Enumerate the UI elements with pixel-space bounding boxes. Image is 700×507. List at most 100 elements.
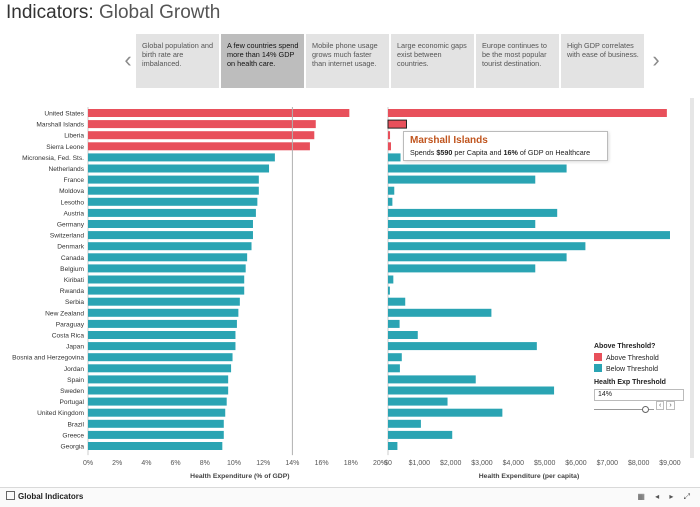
tooltip-prefix: Spends — [410, 148, 437, 157]
per-capita-bar — [388, 442, 398, 450]
category-label: Switzerland — [50, 233, 84, 240]
tooltip-title: Marshall Islands — [410, 135, 488, 146]
x-tick-label-pct: 14% — [285, 460, 299, 467]
x-tick-label-capita: $0 — [384, 460, 392, 467]
x-tick-label-capita: $2,000 — [440, 460, 462, 467]
pct-gdp-bar — [88, 430, 224, 439]
per-capita-bar — [388, 164, 567, 173]
x-tick-label-pct: 2% — [112, 460, 122, 467]
story-point-2[interactable]: A few countries spend more than 14% GDP … — [221, 34, 304, 88]
threshold-title: Health Exp Threshold — [594, 379, 666, 386]
story-point-6[interactable]: High GDP correlates with ease of busines… — [561, 34, 644, 88]
chevron-right-icon[interactable]: › — [652, 47, 660, 72]
title-sub: Global Growth — [98, 2, 221, 23]
category-label: Lesotho — [61, 199, 85, 206]
category-label: Micronesia, Fed. Sts. — [22, 155, 84, 162]
pct-gdp-bar — [88, 397, 227, 406]
pct-gdp-bar — [88, 186, 259, 195]
slider-decrement-button[interactable]: ‹ — [656, 401, 665, 410]
x-tick-label-capita: $6,000 — [565, 460, 587, 467]
slider-increment-button[interactable]: › — [666, 401, 675, 410]
x-tick-label-capita: $1,000 — [409, 460, 431, 467]
legend-item-above[interactable]: Above Threshold — [594, 353, 686, 362]
category-label: Portugal — [59, 399, 84, 406]
per-capita-bar — [388, 375, 476, 384]
footer-controls[interactable]: ▦ ◂ ▸ ⤢ — [637, 492, 694, 501]
category-label: Japan — [66, 344, 84, 351]
per-capita-bar — [388, 331, 418, 339]
sheet-icon — [6, 491, 15, 500]
pct-gdp-bar — [88, 142, 310, 151]
chevron-left-icon[interactable]: ‹ — [124, 47, 132, 72]
pct-gdp-bar — [88, 408, 226, 417]
per-capita-bar — [388, 231, 670, 240]
per-capita-bar — [388, 186, 395, 195]
story-point-3[interactable]: Mobile phone usage grows much faster tha… — [306, 34, 389, 88]
per-capita-bar — [388, 131, 391, 140]
pct-gdp-bar — [88, 419, 224, 428]
story-point-4[interactable]: Large economic gaps exist between countr… — [391, 34, 474, 88]
category-label: Serbia — [65, 299, 84, 306]
pct-gdp-bar — [88, 375, 229, 384]
threshold-input[interactable]: 14% — [594, 389, 684, 401]
pct-gdp-bar — [88, 164, 270, 173]
tooltip-per-capita: $590 — [436, 148, 453, 157]
pct-gdp-bar — [88, 153, 275, 162]
category-label: Marshall Islands — [36, 122, 84, 129]
category-label: New Zealand — [45, 310, 84, 317]
category-label: France — [63, 177, 84, 184]
pct-gdp-bar — [88, 208, 256, 217]
sheet-tab[interactable]: Global Indicators — [6, 491, 83, 501]
per-capita-bar — [388, 308, 492, 317]
per-capita-bar — [388, 430, 453, 439]
pct-gdp-bar — [88, 308, 239, 317]
category-label: Jordan — [64, 366, 84, 373]
pct-gdp-bar — [88, 353, 233, 362]
per-capita-bar — [388, 197, 393, 206]
threshold-slider-row: ‹ › — [594, 401, 686, 416]
pct-gdp-bar — [88, 364, 232, 373]
pct-gdp-bar — [88, 297, 240, 306]
category-label: Spain — [67, 377, 84, 384]
pct-gdp-bar — [88, 319, 237, 328]
legend-item-below[interactable]: Below Threshold — [594, 364, 686, 373]
pct-gdp-bar — [88, 275, 245, 284]
pct-gdp-bar — [88, 220, 253, 228]
tooltip-suffix: of GDP on Healthcare — [517, 148, 591, 157]
x-tick-label-pct: 12% — [256, 460, 270, 467]
category-label: Sierra Leone — [46, 144, 84, 151]
story-navigator: ‹ Global population and birth rate are i… — [118, 34, 666, 88]
per-capita-bar — [388, 364, 400, 373]
chart-area: United States Marshall Islands Liberia Sier… — [0, 96, 700, 481]
category-label: Brazil — [68, 421, 85, 428]
category-label: Belgium — [60, 266, 84, 273]
category-label: Canada — [61, 255, 84, 262]
pct-gdp-bar — [88, 264, 246, 273]
pct-gdp-bar — [88, 253, 248, 262]
slider-track — [594, 409, 654, 410]
slider-thumb[interactable] — [642, 406, 649, 413]
x-tick-label-pct: 0% — [83, 460, 93, 467]
pct-gdp-bar — [88, 175, 259, 184]
category-label: Georgia — [61, 444, 85, 451]
per-capita-bar — [388, 397, 448, 406]
story-point-1[interactable]: Global population and birth rate are imb… — [136, 34, 219, 88]
x-tick-label-capita: $4,000 — [503, 460, 525, 467]
dashboard-title: Indicators: Global Growth — [6, 2, 220, 24]
category-label: Paraguay — [56, 321, 85, 328]
x-tick-label-pct: 20% — [373, 460, 387, 467]
per-capita-bar — [388, 242, 586, 251]
category-label: Denmark — [57, 244, 84, 251]
per-capita-bar — [388, 419, 421, 428]
x-tick-label-capita: $3,000 — [471, 460, 493, 467]
vertical-scrollbar[interactable] — [690, 98, 694, 458]
per-capita-bar — [388, 275, 394, 284]
legend-swatch-above — [594, 353, 602, 361]
x-axis-title-pct: Health Expenditure (% of GDP) — [190, 473, 289, 480]
tooltip-pct: 16% — [503, 148, 518, 157]
story-point-5[interactable]: Europe continues to be the most popular … — [476, 34, 559, 88]
pct-gdp-bar — [88, 197, 258, 206]
threshold-slider[interactable] — [594, 404, 654, 414]
per-capita-bar — [388, 109, 667, 117]
per-capita-bar — [388, 253, 567, 262]
